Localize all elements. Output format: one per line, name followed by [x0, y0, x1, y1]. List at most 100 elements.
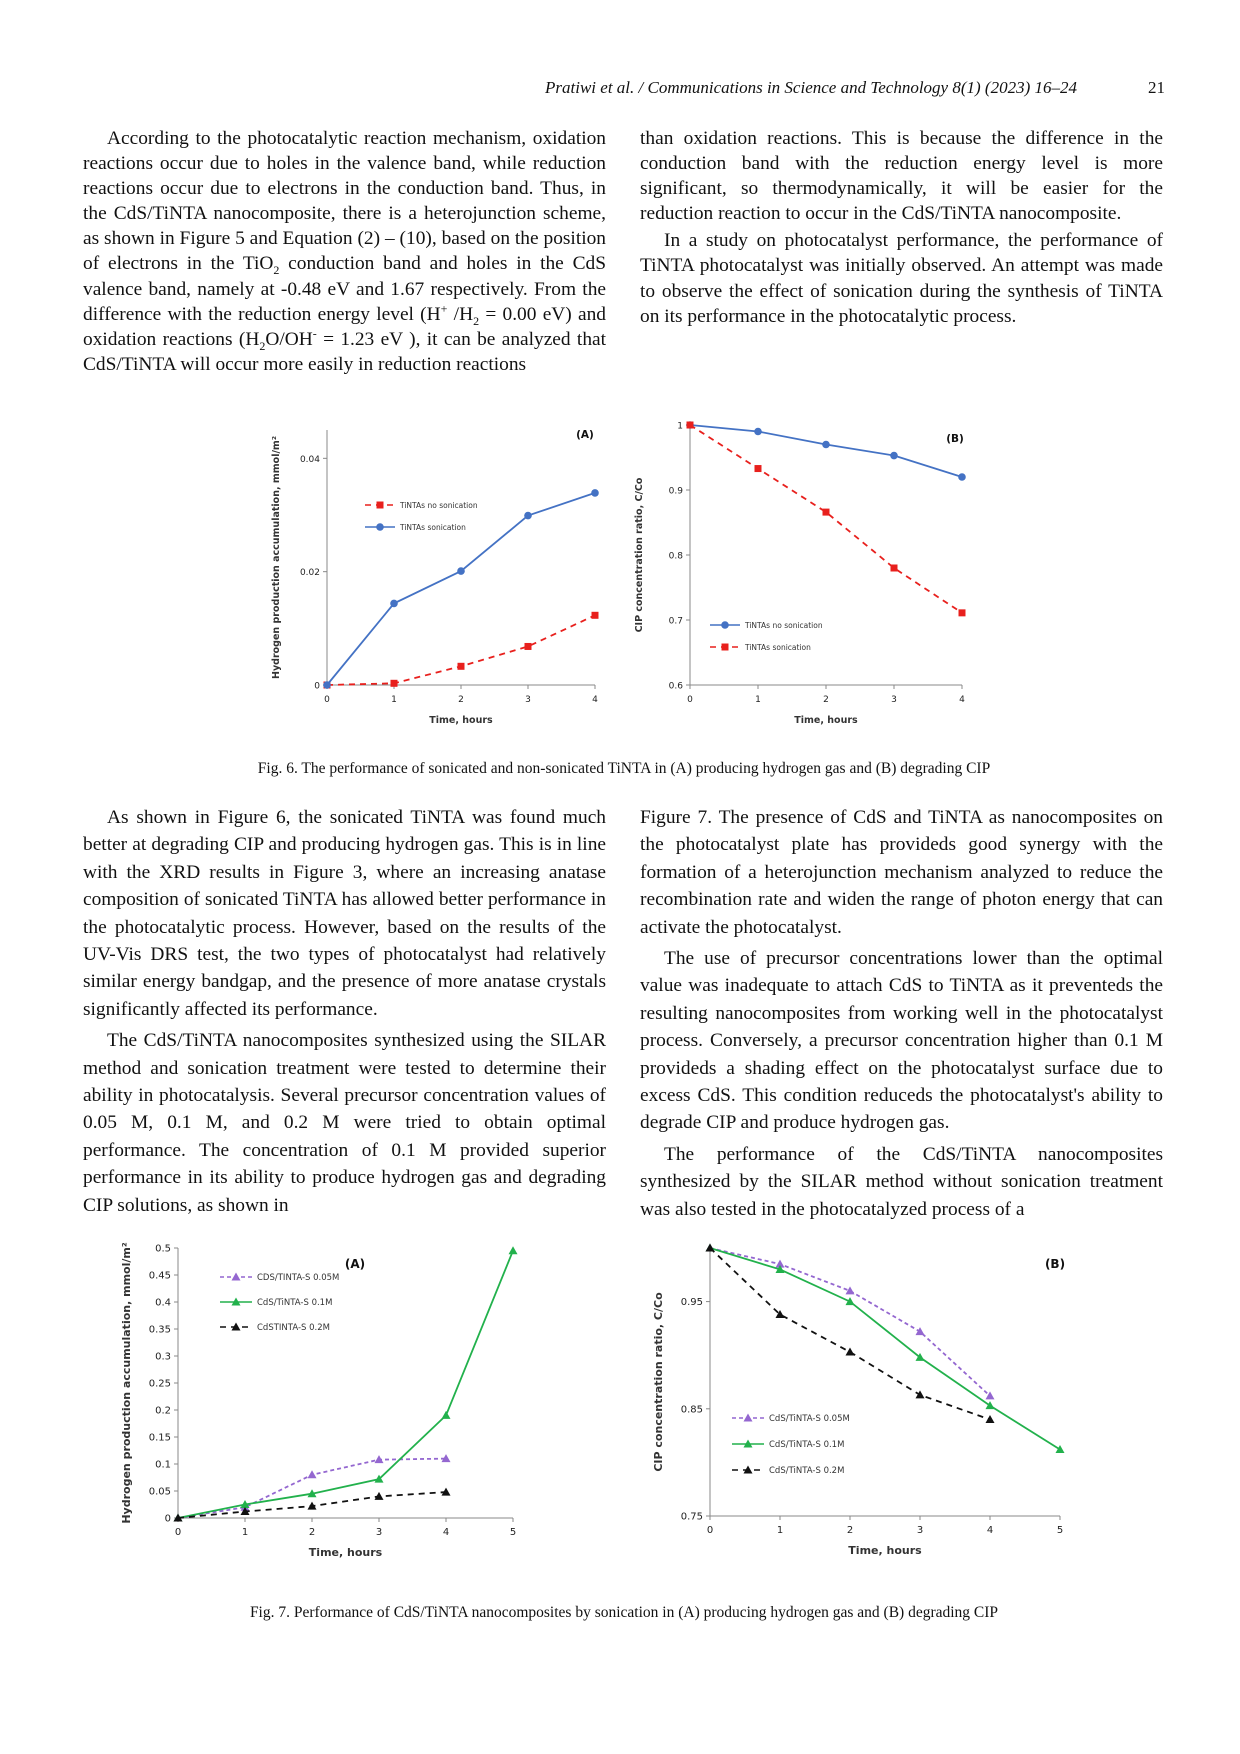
page-number: 21 — [1148, 78, 1165, 97]
legend-marker — [231, 1297, 241, 1306]
y-tick-label: 0.25 — [149, 1379, 171, 1390]
y-tick-label: 0.85 — [681, 1404, 703, 1415]
data-point — [390, 599, 398, 608]
data-point — [307, 1489, 317, 1498]
data-point — [845, 1286, 855, 1295]
x-tick-label: 0 — [707, 1525, 713, 1536]
y-tick-label: 0.3 — [155, 1352, 171, 1363]
data-point — [323, 681, 331, 689]
x-tick-label: 2 — [823, 695, 829, 705]
data-point — [775, 1264, 785, 1273]
data-point — [845, 1297, 855, 1306]
figure-7-caption: Fig. 7. Performance of CdS/TiNTA nanocom… — [249, 1604, 999, 1621]
y-tick-label: 0.7 — [669, 617, 683, 627]
series-line — [326, 492, 596, 686]
data-point — [915, 1327, 925, 1336]
x-tick-label: 2 — [458, 695, 464, 705]
y-tick-label: 0.05 — [149, 1487, 171, 1498]
data-point — [441, 1454, 451, 1463]
x-tick-label: 4 — [592, 695, 598, 705]
x-tick-label: 1 — [242, 1527, 248, 1538]
x-tick-label: 3 — [917, 1525, 923, 1536]
data-point — [754, 427, 762, 436]
y-tick-label: 1 — [677, 422, 683, 432]
paragraph: As shown in Figure 6, the sonicated TiNT… — [83, 807, 606, 1020]
data-point — [775, 1309, 785, 1318]
legend-marker — [721, 621, 729, 629]
data-point — [173, 1513, 183, 1522]
panel-label: (B) — [1045, 1257, 1065, 1271]
data-point — [374, 1474, 384, 1483]
legend-marker — [231, 1322, 241, 1331]
panel-label: (B) — [946, 433, 964, 445]
y-axis-label: Hydrogen production accumulation, mmol/m… — [120, 1242, 133, 1523]
data-point — [890, 564, 898, 572]
figure-7b-chart: 0.75 0.85 0.95 0 1 2 3 4 5 Time, hours CIP concent… — [652, 1243, 1065, 1557]
legend-marker — [721, 643, 729, 651]
x-axis-label: Time, hours — [848, 1544, 922, 1557]
x-tick-label: 1 — [777, 1525, 783, 1536]
series-line — [689, 424, 963, 614]
legend-marker — [743, 1465, 753, 1474]
paragraph: The CdS/TiNTA nanocomposites synthesized… — [83, 1030, 606, 1216]
y-tick-label: 0.75 — [681, 1512, 703, 1523]
panel-label: (A) — [576, 429, 594, 441]
data-point — [240, 1500, 250, 1508]
data-point — [591, 489, 599, 497]
x-tick-label: 0 — [687, 695, 693, 705]
journal-citation: Pratiwi et al. / Communications in Scien… — [545, 78, 1077, 97]
data-point — [390, 679, 398, 687]
x-axis-label: Time, hours — [429, 715, 493, 726]
legend-label: CdS/TiNTA-S 0.1M — [257, 1298, 332, 1308]
paragraph: The use of precursor concentrations lowe… — [640, 948, 1163, 1134]
data-point — [441, 1487, 451, 1496]
chart-group: 0 0.02 0.04 0 1 2 3 4 Time, hours Hydrogen produc… — [271, 429, 599, 726]
y-tick-label: 0.15 — [149, 1433, 171, 1444]
y-tick-label: 0 — [165, 1514, 171, 1525]
data-point — [958, 473, 966, 481]
data-point — [508, 1246, 518, 1255]
data-point — [754, 465, 762, 473]
y-tick-label: 0.4 — [155, 1298, 171, 1309]
legend-marker — [376, 501, 384, 509]
chart-group: 0.75 0.85 0.95 0 1 2 3 4 5 Time, hours CIP concent… — [652, 1243, 1065, 1557]
paragraph: The performance of the CdS/TiNTA nanocom… — [640, 1143, 1163, 1220]
series-line — [326, 614, 596, 686]
data-point — [591, 611, 599, 619]
x-tick-label: 0 — [175, 1527, 181, 1538]
data-point — [915, 1390, 925, 1399]
data-point — [240, 1507, 250, 1516]
x-axis-label: Time, hours — [309, 1546, 383, 1559]
legend-marker — [376, 523, 384, 531]
data-point — [985, 1401, 995, 1410]
data-point — [705, 1243, 715, 1252]
data-point — [374, 1455, 384, 1464]
y-tick-label: 0.5 — [155, 1244, 171, 1255]
legend-marker — [743, 1439, 753, 1448]
panel-label: (A) — [345, 1257, 365, 1271]
data-point — [985, 1391, 995, 1400]
data-point — [524, 642, 532, 650]
figure-6b-chart: 0.6 0.7 0.8 0.9 1 0 1 2 3 4 Time, hours CIP concent… — [634, 421, 966, 726]
legend-label: TiNTAs no sonication — [744, 621, 823, 630]
paragraph: According to the photocatalytic reaction… — [83, 128, 607, 375]
y-axis-label: CIP concentration ratio, C/Co — [652, 1292, 665, 1472]
legend-label: TiNTAs no sonication — [399, 501, 478, 510]
x-tick-label: 5 — [1057, 1525, 1063, 1536]
x-tick-label: 1 — [755, 695, 761, 705]
figure-7a-chart: 0 0.05 0.1 0.15 0.2 0.25 0.3 0.35 0.4 0.45 0.5 0 1 2 3… — [120, 1242, 518, 1559]
data-point — [845, 1347, 855, 1356]
data-point — [441, 1410, 451, 1419]
paragraph: In a study on photocatalyst performance,… — [640, 230, 1163, 327]
x-tick-label: 3 — [891, 695, 897, 705]
paragraph: Figure 7. The presence of CdS and TiNTA … — [640, 807, 1163, 938]
text-column-right-top: than oxidation reactions. This is becaus… — [640, 126, 1163, 329]
x-tick-label: 1 — [391, 695, 397, 705]
chart-group: 0.6 0.7 0.8 0.9 1 0 1 2 3 4 Time, hours CIP concent… — [634, 421, 966, 726]
legend-label: CdS/TiNTA-S 0.2M — [769, 1466, 844, 1476]
y-tick-label: 0.8 — [669, 552, 684, 562]
data-point — [890, 451, 898, 460]
data-point — [524, 511, 532, 520]
data-point — [1055, 1445, 1065, 1454]
series-line — [709, 1247, 991, 1421]
